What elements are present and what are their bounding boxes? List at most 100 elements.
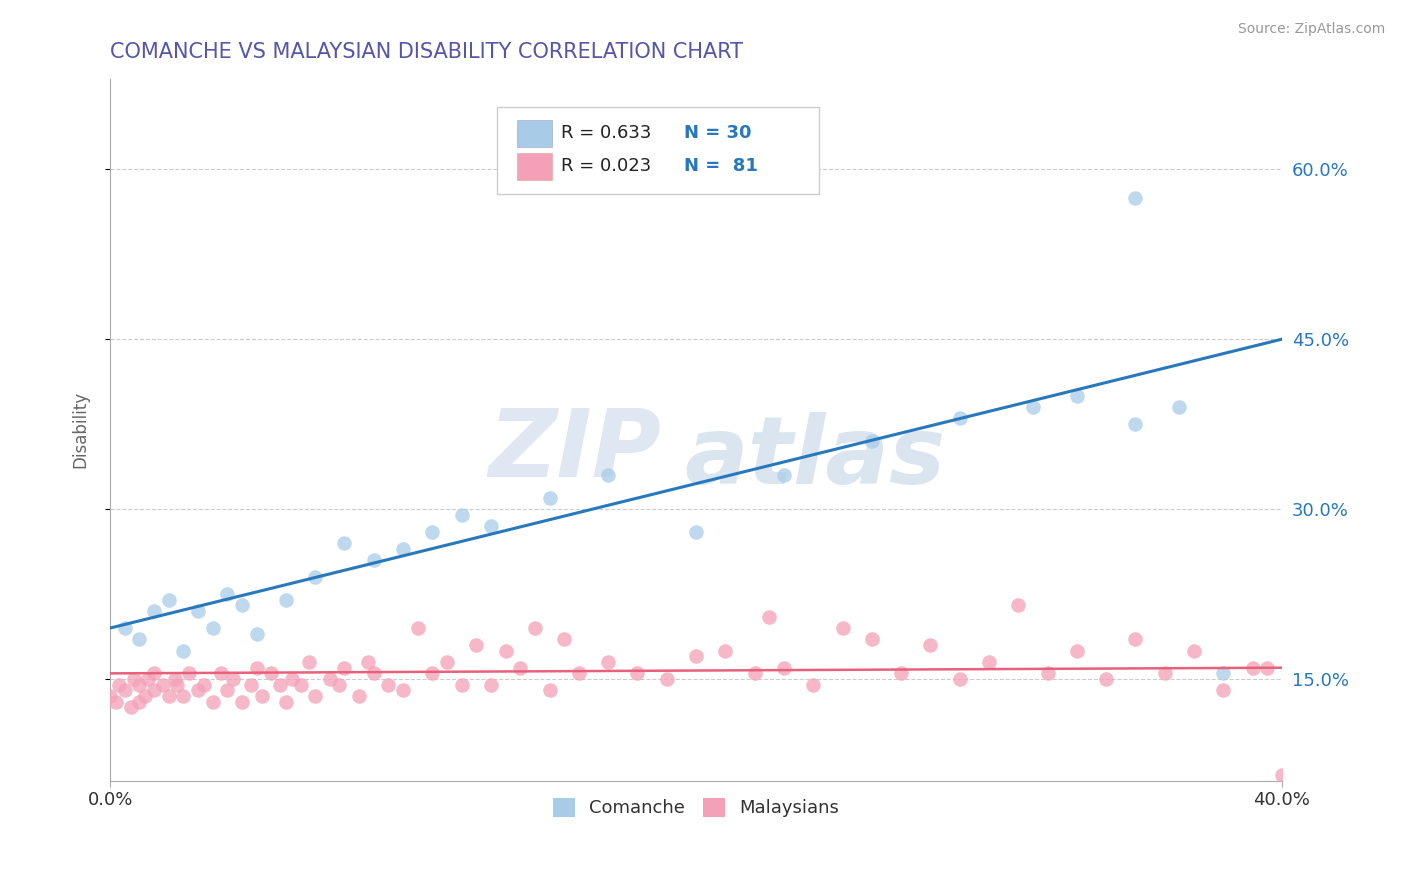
Point: [304, 689, 326, 703]
Point: [773, 661, 796, 675]
Point: [120, 700, 142, 714]
Point: [1125, 632, 1147, 647]
Point: [1066, 643, 1088, 657]
Point: [568, 666, 591, 681]
Point: [1212, 683, 1234, 698]
Y-axis label: Disability: Disability: [72, 392, 89, 468]
Point: [422, 524, 444, 539]
Point: [495, 643, 517, 657]
Point: [143, 666, 166, 681]
Point: [1241, 661, 1264, 675]
Point: [977, 655, 1000, 669]
Point: [949, 411, 972, 425]
Point: [187, 683, 209, 698]
Text: N =  81: N = 81: [685, 157, 758, 176]
Point: [134, 689, 156, 703]
Point: [714, 643, 737, 657]
FancyBboxPatch shape: [517, 120, 553, 146]
Point: [172, 643, 194, 657]
Text: ZIP: ZIP: [488, 405, 661, 497]
Point: [201, 621, 224, 635]
Point: [685, 649, 707, 664]
Point: [245, 661, 267, 675]
Point: [122, 672, 145, 686]
Point: [392, 683, 415, 698]
FancyBboxPatch shape: [496, 107, 820, 194]
Point: [744, 666, 766, 681]
Point: [1256, 661, 1278, 675]
Point: [392, 541, 415, 556]
Point: [328, 678, 350, 692]
Point: [143, 683, 166, 698]
Point: [949, 672, 972, 686]
Point: [406, 621, 429, 635]
Point: [1271, 768, 1294, 782]
Point: [201, 695, 224, 709]
Point: [773, 468, 796, 483]
Point: [1036, 666, 1059, 681]
Point: [1022, 400, 1045, 414]
Point: [114, 621, 136, 635]
Point: [252, 689, 274, 703]
Point: [509, 661, 531, 675]
Point: [333, 661, 356, 675]
Point: [860, 632, 883, 647]
Point: [1095, 672, 1118, 686]
Point: [114, 683, 136, 698]
Point: [209, 666, 232, 681]
Point: [157, 689, 180, 703]
Point: [128, 678, 150, 692]
Point: [333, 536, 356, 550]
Point: [479, 678, 502, 692]
Point: [523, 621, 546, 635]
Point: [260, 666, 283, 681]
Point: [655, 672, 678, 686]
Point: [436, 655, 458, 669]
Text: R = 0.023: R = 0.023: [561, 157, 651, 176]
Point: [231, 599, 253, 613]
Legend: Comanche, Malaysians: Comanche, Malaysians: [546, 791, 846, 824]
Point: [553, 632, 575, 647]
Point: [1007, 599, 1029, 613]
Point: [1212, 666, 1234, 681]
Point: [1125, 417, 1147, 431]
Point: [179, 666, 201, 681]
Point: [538, 491, 561, 505]
Point: [128, 695, 150, 709]
Point: [347, 689, 370, 703]
Point: [239, 678, 262, 692]
Point: [108, 678, 131, 692]
Point: [860, 434, 883, 449]
Point: [298, 655, 321, 669]
Point: [357, 655, 380, 669]
Point: [104, 695, 127, 709]
Point: [831, 621, 853, 635]
Point: [450, 508, 472, 522]
Point: [920, 638, 942, 652]
Point: [377, 678, 399, 692]
Point: [304, 570, 326, 584]
Point: [217, 683, 239, 698]
Point: [187, 604, 209, 618]
Point: [758, 609, 780, 624]
Point: [1125, 190, 1147, 204]
Point: [363, 553, 385, 567]
Point: [245, 626, 267, 640]
Point: [1168, 400, 1191, 414]
Text: atlas: atlas: [685, 412, 946, 504]
Point: [319, 672, 342, 686]
Point: [136, 672, 159, 686]
Point: [598, 468, 620, 483]
Point: [1182, 643, 1205, 657]
Point: [166, 678, 188, 692]
Point: [363, 666, 385, 681]
Point: [128, 632, 150, 647]
Point: [422, 666, 444, 681]
Point: [280, 672, 302, 686]
Point: [193, 678, 215, 692]
Point: [538, 683, 561, 698]
Point: [274, 695, 297, 709]
Point: [217, 587, 239, 601]
Point: [1066, 389, 1088, 403]
Text: N = 30: N = 30: [685, 124, 752, 143]
